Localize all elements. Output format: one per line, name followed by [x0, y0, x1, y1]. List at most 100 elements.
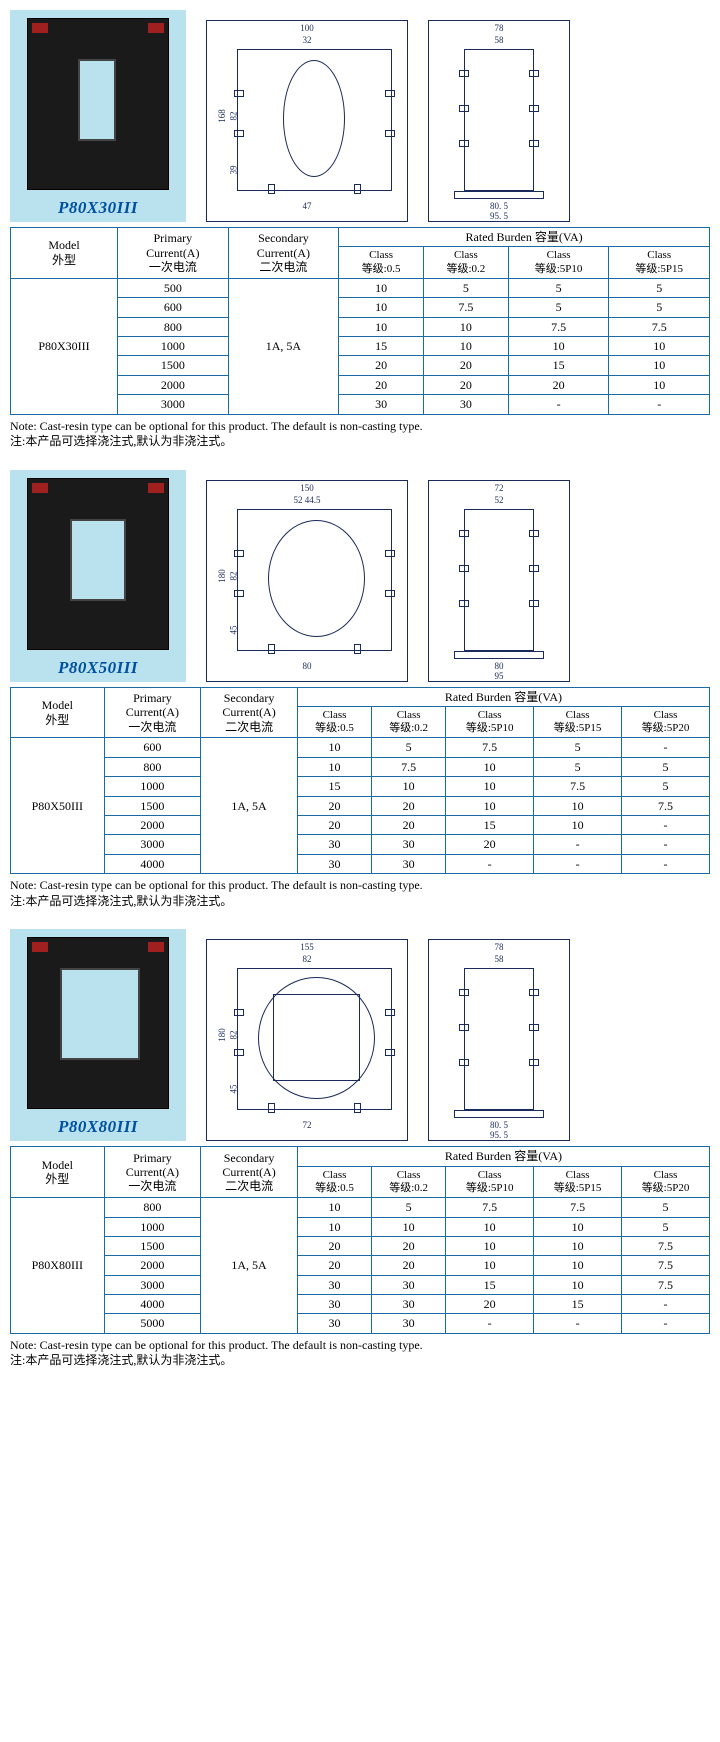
dim-left: 168 [217, 109, 227, 123]
class-header: Class等级:5P10 [508, 247, 609, 278]
table-row: 800107.51055 [11, 757, 710, 776]
value-cell: 20 [372, 816, 446, 835]
value-cell: 20 [372, 796, 446, 815]
class-header: Class等级:5P15 [609, 247, 710, 278]
value-cell: 30 [372, 1314, 446, 1333]
value-cell: 5 [622, 777, 710, 796]
model-cell: P80X30III [11, 278, 118, 414]
value-cell: - [622, 835, 710, 854]
class-header: Class等级:5P20 [622, 1166, 710, 1197]
dim-bot2: 95. 5 [429, 1130, 569, 1140]
value-cell: 30 [297, 1275, 371, 1294]
value-cell: 20 [424, 375, 509, 394]
table-row: P80X80III8001A, 5A1057.57.55 [11, 1198, 710, 1217]
dim-top: 150 [207, 483, 407, 493]
primary-cell: 1500 [104, 796, 201, 815]
product-box: P80X80III [10, 929, 186, 1141]
value-cell: 7.5 [609, 317, 710, 336]
value-cell: 7.5 [446, 738, 534, 757]
dim-bot: 80. 5 [429, 201, 569, 211]
burden-header: Rated Burden 容量(VA) [339, 228, 710, 247]
note: Note: Cast-resin type can be optional fo… [10, 878, 710, 909]
col-primary: PrimaryCurrent(A)一次电流 [118, 228, 229, 279]
primary-cell: 4000 [104, 1295, 201, 1314]
primary-cell: 600 [104, 738, 201, 757]
value-cell: 30 [297, 854, 371, 873]
spec-table: Model外型PrimaryCurrent(A)一次电流SecondaryCur… [10, 687, 710, 875]
class-header: Class等级:5P20 [622, 707, 710, 738]
value-cell: 30 [372, 1295, 446, 1314]
primary-cell: 1000 [104, 777, 201, 796]
dim-bot: 47 [207, 201, 407, 211]
value-cell: - [534, 835, 622, 854]
value-cell: 15 [446, 1275, 534, 1294]
value-cell: 20 [297, 1256, 371, 1275]
model-cell: P80X50III [11, 738, 105, 874]
value-cell: 5 [534, 738, 622, 757]
class-header: Class等级:5P10 [446, 707, 534, 738]
dim-top2: 58 [429, 954, 569, 964]
product-box: P80X30III [10, 10, 186, 222]
class-header: Class等级:0.5 [297, 1166, 371, 1197]
value-cell: 15 [446, 816, 534, 835]
note-cn: 注:本产品可选择浇注式,默认为非浇注式。 [10, 434, 710, 450]
value-cell: 20 [297, 1236, 371, 1255]
value-cell: 10 [372, 1217, 446, 1236]
value-cell: 7.5 [424, 298, 509, 317]
value-cell: - [622, 1314, 710, 1333]
col-primary: PrimaryCurrent(A)一次电流 [104, 1147, 201, 1198]
col-primary: PrimaryCurrent(A)一次电流 [104, 687, 201, 738]
primary-cell: 1500 [118, 356, 229, 375]
value-cell: - [508, 395, 609, 414]
value-cell: 15 [508, 356, 609, 375]
note-cn: 注:本产品可选择浇注式,默认为非浇注式。 [10, 1353, 710, 1369]
primary-cell: 3000 [104, 1275, 201, 1294]
value-cell: 5 [508, 278, 609, 297]
value-cell: 10 [446, 777, 534, 796]
value-cell: 10 [508, 336, 609, 355]
primary-cell: 800 [104, 1198, 201, 1217]
note: Note: Cast-resin type can be optional fo… [10, 1338, 710, 1369]
table-row: 1500202010107.5 [11, 796, 710, 815]
dim-left: 180 [217, 1029, 227, 1043]
value-cell: 20 [424, 356, 509, 375]
value-cell: 15 [297, 777, 371, 796]
value-cell: 7.5 [622, 1256, 710, 1275]
table-row: P80X50III6001A, 5A1057.55- [11, 738, 710, 757]
secondary-cell: 1A, 5A [201, 1198, 298, 1334]
value-cell: - [446, 854, 534, 873]
value-cell: 10 [446, 1217, 534, 1236]
table-row: 10001510107.55 [11, 777, 710, 796]
primary-cell: 2000 [118, 375, 229, 394]
dim-top2: 32 [207, 35, 407, 45]
value-cell: 30 [297, 835, 371, 854]
front-diagram: 155 82 180 82 45 72 [206, 939, 408, 1141]
product-label: P80X50III [18, 658, 178, 678]
value-cell: 30 [339, 395, 424, 414]
side-diagram: 78 58 80. 5 95. 5 [428, 20, 570, 222]
value-cell: 7.5 [622, 796, 710, 815]
class-header: Class等级:5P10 [446, 1166, 534, 1197]
table-row: 1000101010105 [11, 1217, 710, 1236]
value-cell: 7.5 [622, 1236, 710, 1255]
dim-top2: 52 [429, 495, 569, 505]
product-label: P80X80III [18, 1117, 178, 1137]
col-model: Model外型 [11, 1147, 105, 1198]
product-section: P80X30III 100 32 168 82 39 47 78 58 80. … [10, 10, 710, 450]
col-model: Model外型 [11, 228, 118, 279]
value-cell: 10 [297, 757, 371, 776]
value-cell: 30 [372, 835, 446, 854]
value-cell: - [622, 1295, 710, 1314]
burden-header: Rated Burden 容量(VA) [297, 687, 709, 706]
value-cell: 20 [508, 375, 609, 394]
table-row: 1500202010107.5 [11, 1236, 710, 1255]
value-cell: 10 [534, 816, 622, 835]
value-cell: 10 [534, 796, 622, 815]
product-section: P80X50III 150 52 44.5 180 82 45 80 72 52… [10, 470, 710, 910]
product-label: P80X30III [18, 198, 178, 218]
col-secondary: SecondaryCurrent(A)二次电流 [228, 228, 339, 279]
value-cell: - [622, 738, 710, 757]
dim-top2: 58 [429, 35, 569, 45]
value-cell: 10 [446, 1236, 534, 1255]
value-cell: - [534, 854, 622, 873]
